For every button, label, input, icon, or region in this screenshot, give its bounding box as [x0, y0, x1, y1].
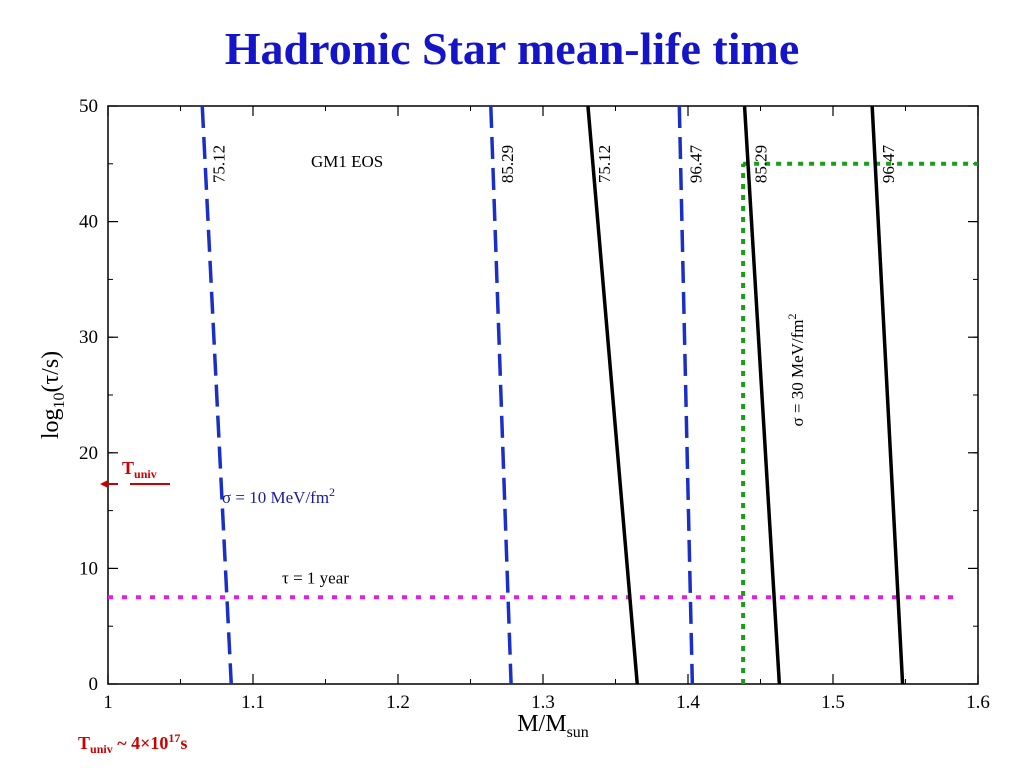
y-tick-label: 50	[79, 96, 98, 117]
series-label: 85.29	[752, 145, 771, 183]
chart-title: Hadronic Star mean-life time	[224, 23, 800, 74]
y-tick-label: 20	[79, 443, 98, 464]
series-label: 75.12	[209, 145, 228, 183]
series-line	[870, 105, 905, 685]
series-label: 85.29	[498, 145, 517, 183]
eos-annotation: GM1 EOS	[311, 152, 383, 171]
y-axis-label: log10(τ/s)	[38, 351, 68, 439]
series-line	[489, 105, 513, 685]
t-univ-note: Tuniv ~ 4×1017s	[78, 731, 187, 756]
y-tick-label: 0	[89, 674, 99, 695]
x-tick-label: 1	[103, 692, 113, 713]
x-axis-label: M/Msun	[517, 711, 589, 741]
sigma30-label: σ = 30 MeV/fm2	[785, 313, 807, 426]
y-tick-label: 40	[79, 212, 98, 233]
series-label: 75.12	[595, 145, 614, 183]
t-univ-label: Tuniv	[122, 458, 157, 481]
series-label: 96.47	[879, 144, 898, 183]
one-year-label: τ = 1 year	[282, 568, 349, 587]
series-line	[677, 105, 695, 685]
t-univ-arrow	[100, 480, 108, 489]
x-tick-label: 1.4	[676, 692, 700, 713]
series-line	[586, 105, 639, 685]
x-tick-label: 1.3	[531, 692, 555, 713]
y-tick-label: 30	[79, 327, 98, 348]
series-label: 96.47	[686, 144, 705, 183]
x-tick-label: 1.1	[241, 692, 265, 713]
sigma10-label: σ = 10 MeV/fm2	[222, 485, 335, 507]
series-line	[200, 105, 233, 685]
series-line	[742, 105, 782, 685]
x-tick-label: 1.5	[821, 692, 845, 713]
x-tick-label: 1.6	[966, 692, 990, 713]
y-tick-label: 10	[79, 558, 98, 579]
x-tick-label: 1.2	[386, 692, 410, 713]
